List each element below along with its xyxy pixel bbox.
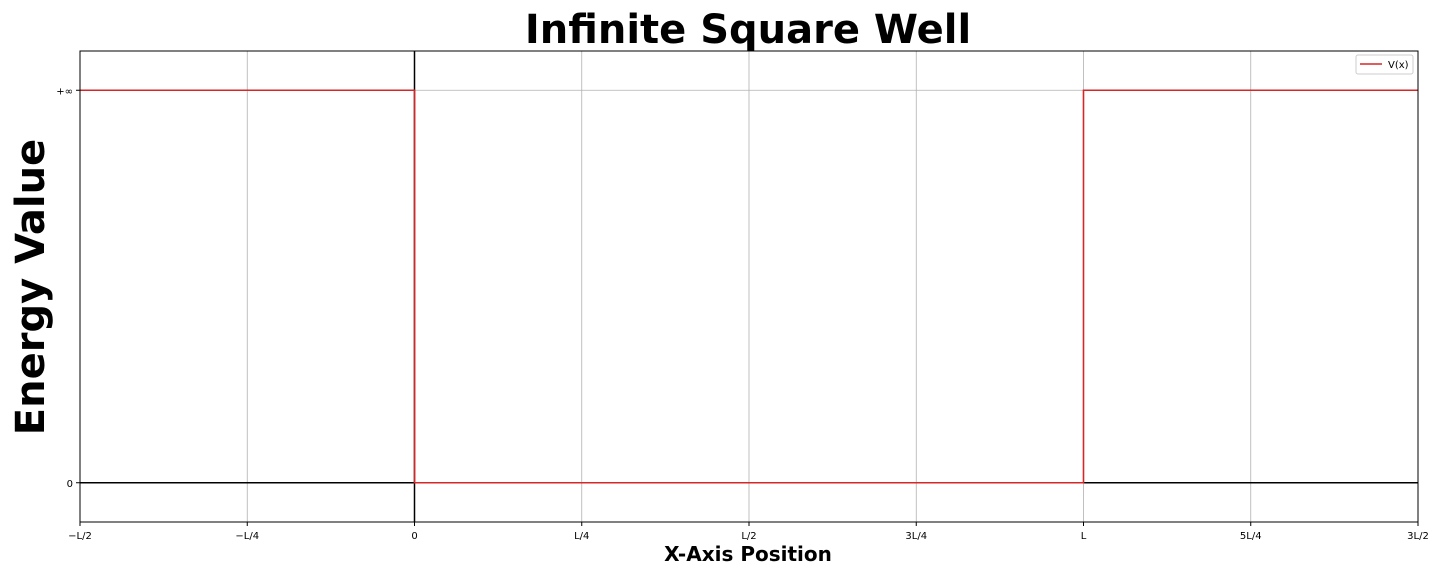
y-ticks: 0 +∞ <box>56 86 80 490</box>
x-tick-label: L <box>1081 531 1087 542</box>
x-tick-label: −L/2 <box>68 531 92 542</box>
x-tick-label: 0 <box>411 531 417 542</box>
x-tick-label: 3L/4 <box>905 531 927 542</box>
x-tick-label: L/2 <box>741 531 756 542</box>
series-lines <box>80 89 1418 484</box>
x-ticks: −L/2 −L/4 0 L/4 L/2 3L/4 L 5L/4 3L/2 <box>68 522 1429 542</box>
x-tick-label: 3L/2 <box>1407 531 1429 542</box>
y-tick-label: 0 <box>67 479 73 490</box>
y-axis-label: Energy Value <box>8 139 54 435</box>
legend: V(x) <box>1355 54 1414 75</box>
x-tick-label: 5L/4 <box>1240 531 1262 542</box>
legend-box <box>1355 54 1414 75</box>
grid-lines <box>79 51 1419 522</box>
series-line-vx <box>80 89 1418 484</box>
y-tick-label: +∞ <box>56 86 73 97</box>
legend-label: V(x) <box>1388 60 1409 71</box>
x-axis-label: X-Axis Position <box>664 542 832 566</box>
chart-title: Infinite Square Well <box>525 7 971 53</box>
x-tick-label: L/4 <box>574 531 589 542</box>
x-tick-label: −L/4 <box>235 531 259 542</box>
